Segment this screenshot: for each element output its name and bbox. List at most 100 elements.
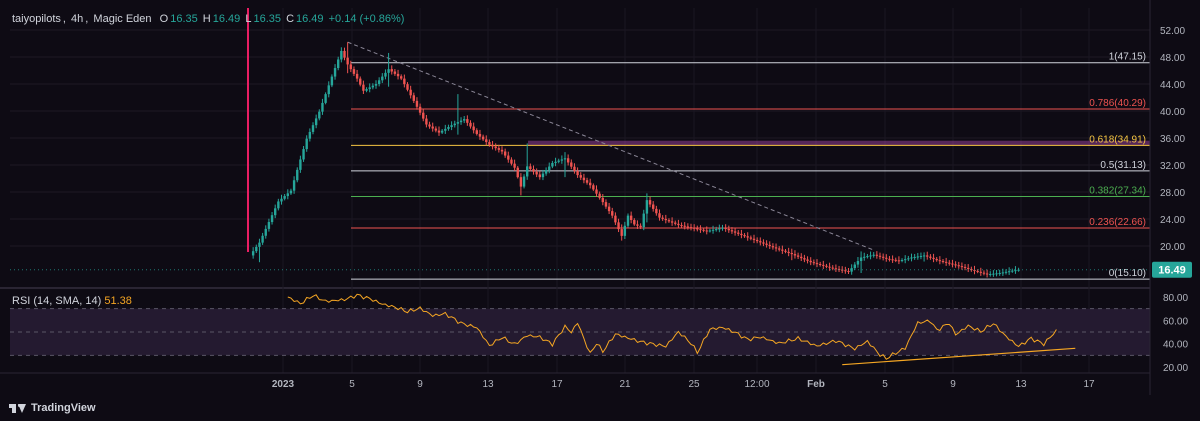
candle-body (1011, 270, 1014, 272)
candle-body (321, 102, 324, 112)
time-tick-label: 21 (619, 379, 631, 390)
candle-body (727, 228, 730, 231)
candle-body (406, 84, 409, 90)
fib-level-label: 1(47.15) (1109, 52, 1146, 63)
candle-body (683, 225, 686, 227)
candle-body (283, 196, 286, 199)
candle-body (847, 270, 850, 272)
candle-body (377, 80, 381, 84)
close-label: C (286, 13, 295, 25)
candle-body (585, 180, 589, 183)
symbol-name[interactable]: taiyopilots (12, 13, 61, 25)
candle-body (519, 177, 523, 187)
candle-body (818, 264, 822, 265)
candle-body (529, 166, 532, 170)
candle-body (258, 242, 261, 247)
fib-level-label: 0.236(22.66) (1089, 217, 1146, 228)
candle-body (667, 220, 671, 222)
price-tick-label: 40.00 (1160, 107, 1185, 118)
rsi-grid (10, 308, 1150, 356)
candle-body (822, 264, 825, 266)
candle-body (831, 267, 834, 269)
candle-body (652, 204, 655, 209)
open-label: O (159, 13, 169, 25)
candle-body (494, 146, 497, 149)
candle-body (762, 242, 765, 244)
candle-body (904, 259, 907, 261)
candle-body (551, 162, 554, 167)
candle-body (604, 202, 608, 207)
brand-name: TradingView (31, 402, 96, 414)
candle-body (368, 87, 371, 90)
candle-body (872, 254, 875, 256)
candle-body (730, 230, 734, 232)
candle-body (415, 100, 419, 107)
candle-body (803, 258, 806, 260)
candle-body (655, 208, 658, 214)
interval-label[interactable]: 4h (71, 13, 84, 25)
candle-body (825, 265, 828, 267)
price-tick-label: 52.00 (1160, 26, 1185, 37)
candle-body (859, 257, 863, 262)
candle-body (746, 236, 749, 238)
candle-body (251, 251, 255, 256)
candle-body (702, 229, 705, 231)
price-tick-label: 28.00 (1160, 188, 1185, 199)
candle-body (985, 273, 989, 275)
candle-body (270, 215, 274, 223)
candle-body (614, 215, 617, 223)
candle-body (522, 176, 526, 187)
candle-body (453, 123, 456, 126)
pane-separator (0, 287, 1150, 289)
candle-body (346, 57, 349, 65)
fib-level-label: 0.382(27.34) (1089, 185, 1146, 196)
candle-body (674, 222, 677, 224)
candle-body (740, 233, 743, 236)
candle-body (878, 255, 882, 257)
last-price-label: 16.49 (1158, 265, 1186, 277)
candle-body (617, 222, 620, 230)
candle-body (960, 266, 964, 268)
candle-body (932, 257, 935, 259)
candle-body (607, 206, 611, 212)
candle-body (418, 106, 422, 113)
candle-body (579, 175, 582, 178)
rsi-tick-label: 20.00 (1163, 363, 1188, 374)
rsi-header: RSI (14, SMA, 14) 51.38 (12, 295, 132, 307)
candle-body (485, 139, 488, 143)
candle-body (982, 272, 986, 274)
candle-body (963, 266, 967, 268)
candle-body (781, 249, 784, 251)
candle-body (428, 124, 431, 127)
candle-body (456, 122, 460, 124)
candle-body (724, 227, 727, 229)
candle-body (481, 136, 485, 140)
candle-body (692, 227, 696, 229)
candle-body (897, 260, 901, 262)
candle-body (894, 259, 897, 261)
candle-body (299, 159, 302, 170)
candle-body (330, 76, 334, 86)
candle-body (743, 235, 746, 237)
tradingview-logo[interactable]: TradingView (9, 402, 96, 414)
candle-body (850, 268, 853, 272)
candle-body (737, 232, 740, 234)
candle-body (365, 89, 368, 91)
candle-body (957, 265, 960, 267)
candle-body (677, 223, 680, 226)
candle-body (560, 159, 564, 161)
candle-body (355, 73, 359, 79)
candle-body (374, 84, 378, 86)
candle-body (1004, 271, 1008, 273)
price-tick-label: 32.00 (1160, 161, 1185, 172)
candle-body (815, 263, 819, 265)
price-tick-label: 36.00 (1160, 134, 1185, 145)
rsi-label[interactable]: RSI (14, SMA, 14) (12, 295, 102, 307)
candle-body (318, 111, 321, 119)
candle-body (844, 270, 847, 272)
candle-body (686, 226, 690, 228)
candle-body (787, 251, 790, 253)
price-trendline (347, 41, 874, 251)
candle-body (563, 158, 567, 160)
